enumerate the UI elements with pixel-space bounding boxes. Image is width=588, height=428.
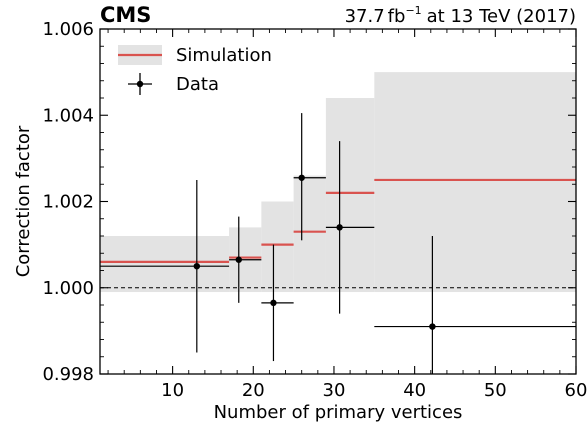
simulation-band-bin-2 (261, 201, 294, 293)
data-point-3 (293, 113, 326, 241)
luminosity-label: 37.7 fb−1 at 13 TeV (2017) (345, 4, 576, 27)
legend-simulation-label: Simulation (176, 45, 272, 66)
x-tick-label-3: 40 (403, 380, 426, 401)
data-marker-0 (193, 262, 201, 270)
data-point-0 (100, 179, 230, 353)
simulation-uncertainty-band (100, 72, 576, 293)
lumi-exponent: −1 (405, 4, 421, 17)
data-point-4 (325, 141, 375, 314)
energy-label: at 13 TeV (2017) (427, 6, 576, 27)
data-point-5 (374, 236, 576, 374)
x-tick-label-5: 60 (565, 380, 588, 401)
x-axis-label: Number of primary vertices (214, 402, 463, 423)
axis-tick-labels: 10 20 30 40 50 60 0.998 1.000 1.002 1.004 1.006 (42, 19, 587, 401)
y-tick-label-4: 1.006 (42, 19, 94, 40)
legend: Simulation Data (118, 45, 272, 95)
data-point-1 (229, 216, 262, 303)
legend-data-label: Data (176, 74, 219, 95)
x-tick-label-1: 20 (242, 380, 265, 401)
x-tick-label-2: 30 (323, 380, 346, 401)
simulation-band-bin-3 (293, 175, 326, 293)
data-marker-3 (298, 174, 305, 181)
legend-data-marker (136, 80, 144, 88)
simulation-band-bin-4 (325, 98, 375, 293)
simulation-band-bin-5 (374, 72, 576, 293)
y-axis-label: Correction factor (13, 125, 34, 277)
x-tick-label-4: 50 (484, 380, 507, 401)
y-tick-label-0: 0.998 (42, 364, 94, 385)
data-point-2 (261, 244, 294, 362)
data-marker-4 (336, 224, 343, 231)
data-marker-1 (235, 256, 242, 263)
y-tick-label-1: 1.000 (42, 278, 94, 299)
x-tick-label-0: 10 (161, 380, 184, 401)
y-tick-label-2: 1.002 (42, 192, 94, 213)
data-series (100, 113, 576, 374)
data-marker-2 (270, 299, 277, 307)
simulation-band-bin-0 (100, 236, 230, 293)
experiment-label: CMS (100, 3, 151, 27)
axis-ticks (100, 28, 577, 375)
simulation-series (100, 178, 576, 263)
lumi-value: 37.7 (345, 6, 385, 27)
data-marker-5 (429, 323, 436, 330)
lumi-unit: fb (388, 6, 406, 27)
y-tick-label-3: 1.004 (42, 105, 94, 126)
